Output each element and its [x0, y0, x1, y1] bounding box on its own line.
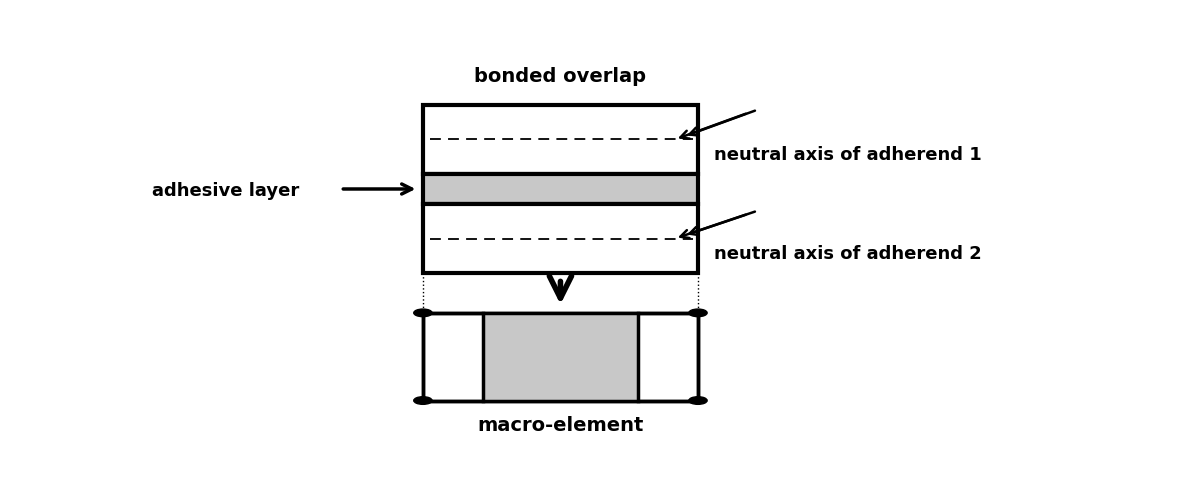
Bar [424, 174, 698, 204]
Circle shape [689, 396, 707, 404]
Bar [424, 313, 698, 400]
Circle shape [689, 309, 707, 317]
Text: bonded overlap: bonded overlap [474, 67, 646, 86]
Text: macro-element: macro-element [477, 416, 644, 435]
Text: neutral axis of adherend 2: neutral axis of adherend 2 [715, 245, 982, 263]
Text: neutral axis of adherend 1: neutral axis of adherend 1 [715, 146, 982, 164]
Bar [424, 204, 698, 273]
Bar [424, 313, 698, 400]
Bar [483, 313, 639, 400]
Circle shape [414, 396, 432, 404]
Bar [424, 105, 698, 174]
Circle shape [414, 309, 432, 317]
Text: adhesive layer: adhesive layer [153, 182, 299, 200]
